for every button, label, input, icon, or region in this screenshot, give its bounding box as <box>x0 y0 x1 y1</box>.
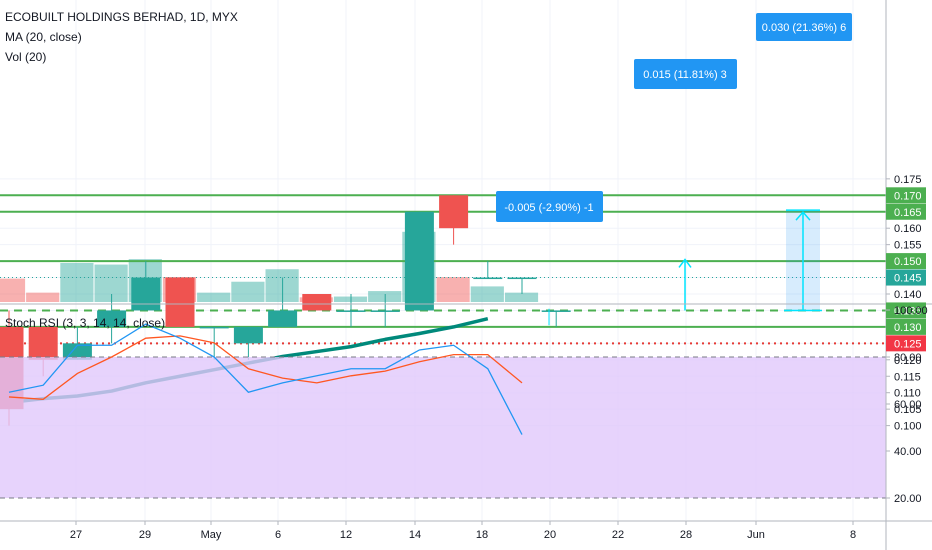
x-tick-label: 18 <box>476 529 488 541</box>
measurement-tools[interactable]: 0.030 (21.36%) 6 0.015 (11.81%) 3 -0.005 (… <box>496 13 852 326</box>
y-tick-label: 0.155 <box>894 240 922 252</box>
stoch-tick-label: 80.00 <box>894 352 922 364</box>
x-tick-label: 8 <box>850 529 856 541</box>
candle-body <box>439 195 469 229</box>
measure-callout-box <box>634 59 737 89</box>
candle-body <box>507 277 537 280</box>
last-price-badge <box>886 269 926 286</box>
candle-body <box>233 326 263 344</box>
candle-body <box>268 310 298 327</box>
measure-arrow-head <box>678 258 692 268</box>
volume-bar <box>504 292 539 302</box>
x-tick-label: 29 <box>139 529 151 541</box>
volume-bar <box>231 281 265 302</box>
red-price-badge <box>886 335 926 352</box>
stoch-tick-label: 20.00 <box>894 493 922 505</box>
y-tick-label: 0.110 <box>894 388 921 400</box>
level-badge-label: 0.170 <box>894 190 922 202</box>
candle-body <box>199 326 229 329</box>
candle-body <box>473 277 503 280</box>
candle-body <box>165 277 195 327</box>
measure-callout-label: 0.015 (11.81%) 3 <box>643 69 727 81</box>
volume-bar <box>0 278 26 302</box>
measure-callout-box <box>496 191 603 222</box>
volume-bar <box>60 263 94 302</box>
x-tick-label: 27 <box>70 529 82 541</box>
x-tick-label: Jun <box>747 529 765 541</box>
last-price-label: 0.145 <box>894 273 922 285</box>
y-tick-label: 0.105 <box>894 404 922 416</box>
volume-bar <box>470 286 504 302</box>
x-tick-label: 14 <box>409 529 421 541</box>
candle-body <box>131 277 161 311</box>
candle-body <box>370 310 400 312</box>
candle-body <box>336 310 366 312</box>
volume-bar <box>197 292 231 302</box>
volume-bar <box>436 277 470 302</box>
y-tick-label: 0.140 <box>894 289 922 301</box>
ma-legend[interactable]: MA (20, close) <box>5 30 82 44</box>
x-tick-label: 28 <box>680 529 692 541</box>
y-tick-label: 0.175 <box>894 174 922 186</box>
candle-body <box>541 310 571 312</box>
symbol-legend[interactable]: ECOBUILT HOLDINGS BERHAD, 1D, MYX <box>5 10 238 24</box>
stoch-legend[interactable]: Stoch RSI (3, 3, 14, 14, close) <box>5 316 166 330</box>
volume-bar <box>26 292 60 302</box>
candle-body <box>28 326 58 360</box>
level-badge <box>886 318 926 335</box>
stoch-d-line <box>8 335 523 400</box>
stoch-rsi-pane <box>0 323 886 499</box>
x-tick-label: May <box>201 529 222 541</box>
candle-body <box>62 343 92 360</box>
y-tick-label: 0.115 <box>894 371 921 383</box>
y-tick-label: 0.160 <box>894 223 922 235</box>
measure-callout-label: -0.005 (-2.90%) -1 <box>504 202 593 214</box>
red-price-label: 0.125 <box>894 338 922 350</box>
candle-body <box>404 211 434 311</box>
stoch-k-line <box>8 323 523 435</box>
level-badge-label: 0.135 <box>894 305 922 317</box>
volume-bars <box>0 231 539 302</box>
x-tick-label: 22 <box>612 529 624 541</box>
level-badge <box>886 187 926 204</box>
y-tick-label: 0.120 <box>894 355 922 367</box>
measure-callout-label: 0.030 (21.36%) 6 <box>762 22 846 34</box>
measure-arrow-head <box>795 210 811 221</box>
y-tick-label: 0.100 <box>894 421 922 433</box>
stoch-tick-label: 60.00 <box>894 399 922 411</box>
x-tick-label: 6 <box>275 529 281 541</box>
x-tick-label: 20 <box>544 529 556 541</box>
level-badge-label: 0.130 <box>894 322 922 334</box>
stoch-tick-label: 100.00 <box>894 305 928 317</box>
level-badge-label: 0.150 <box>894 256 922 268</box>
stoch-band <box>0 357 886 498</box>
x-tick-label: 12 <box>340 529 352 541</box>
level-badge <box>886 253 926 270</box>
stoch-tick-label: 40.00 <box>894 446 922 458</box>
candle-body <box>97 310 127 327</box>
measure-callout-box <box>756 13 852 41</box>
level-badge-label: 0.165 <box>894 207 922 219</box>
vol-legend[interactable]: Vol (20) <box>5 50 47 64</box>
level-badge <box>886 302 926 319</box>
level-badge <box>886 203 926 220</box>
candle-body <box>302 294 332 311</box>
